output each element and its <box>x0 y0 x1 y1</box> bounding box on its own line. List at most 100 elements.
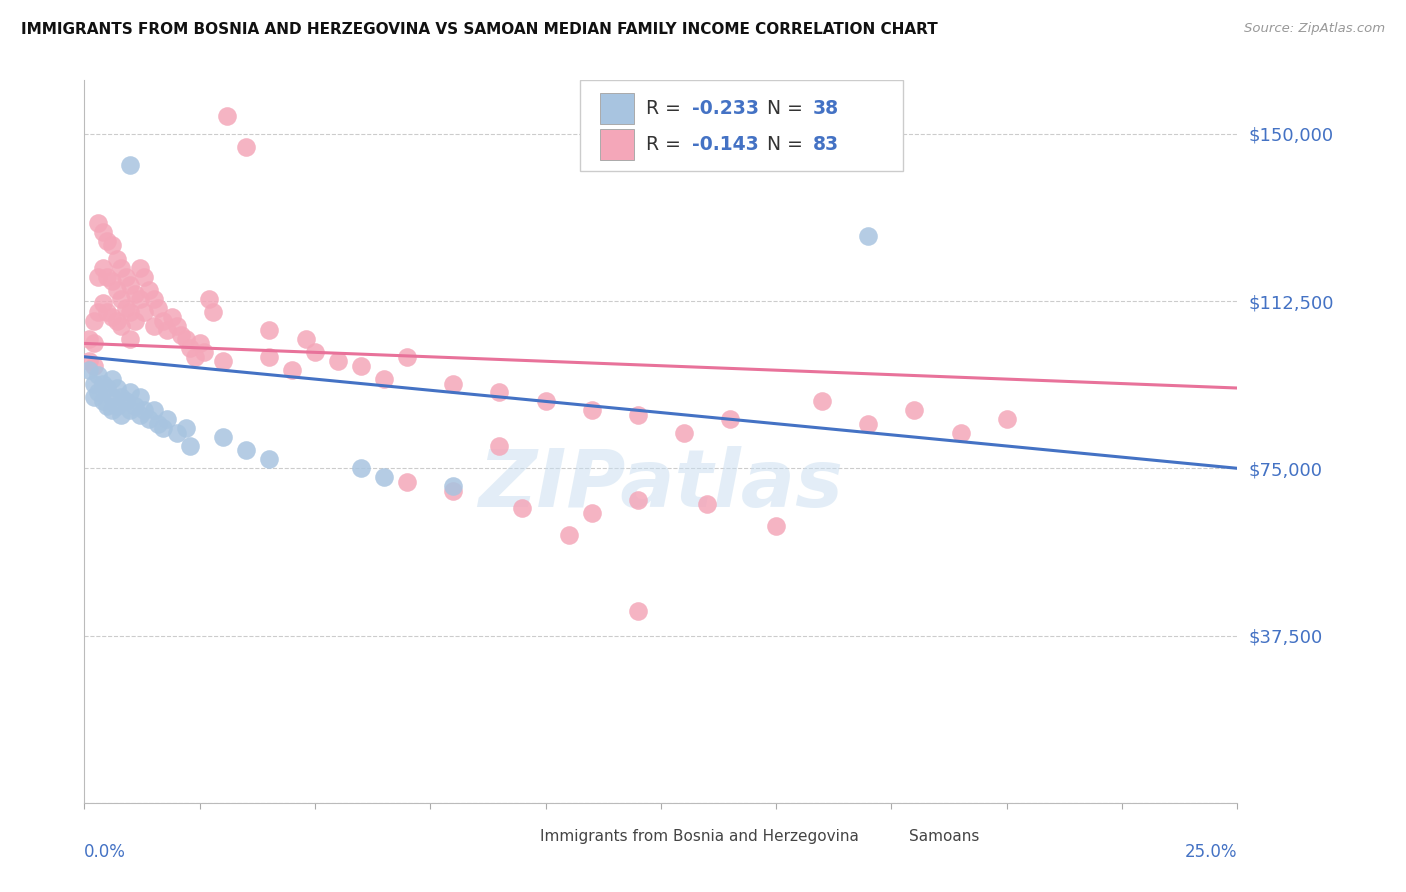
Point <box>124 399 146 413</box>
Point <box>174 421 197 435</box>
Text: N =: N = <box>766 135 808 154</box>
Point <box>87 216 110 230</box>
Point <box>142 292 165 306</box>
Point <box>627 492 650 507</box>
Point <box>124 287 146 301</box>
Point <box>96 234 118 248</box>
Point <box>304 345 326 359</box>
Point <box>373 470 395 484</box>
Point <box>120 332 142 346</box>
Point <box>166 425 188 440</box>
Point <box>134 269 156 284</box>
Point <box>193 345 215 359</box>
Point <box>488 385 510 400</box>
Point <box>156 323 179 337</box>
Point <box>110 318 132 333</box>
Point <box>83 376 105 391</box>
Point <box>105 381 128 395</box>
Text: Immigrants from Bosnia and Herzegovina: Immigrants from Bosnia and Herzegovina <box>540 830 859 844</box>
Point <box>87 385 110 400</box>
Point <box>87 269 110 284</box>
Point <box>77 332 100 346</box>
Point <box>211 430 233 444</box>
Point <box>87 368 110 382</box>
Point <box>91 225 114 239</box>
Text: Source: ZipAtlas.com: Source: ZipAtlas.com <box>1244 22 1385 36</box>
Point <box>96 269 118 284</box>
Point <box>120 403 142 417</box>
Point <box>166 318 188 333</box>
Point <box>198 292 221 306</box>
Point <box>488 439 510 453</box>
FancyBboxPatch shape <box>581 80 903 170</box>
Point <box>101 403 124 417</box>
Point <box>396 475 419 489</box>
Point <box>115 269 138 284</box>
Point <box>83 336 105 351</box>
Point <box>128 292 150 306</box>
Text: 83: 83 <box>813 135 839 154</box>
Point <box>326 354 349 368</box>
Point <box>101 390 124 404</box>
Point <box>146 301 169 315</box>
Point <box>128 408 150 422</box>
FancyBboxPatch shape <box>600 94 634 124</box>
Point <box>672 425 695 440</box>
Point <box>83 314 105 328</box>
Point <box>294 332 316 346</box>
Point <box>152 421 174 435</box>
Point <box>115 394 138 409</box>
Point <box>627 604 650 618</box>
Point <box>105 283 128 297</box>
Point <box>146 417 169 431</box>
Point <box>101 310 124 324</box>
Point <box>441 479 464 493</box>
Point <box>91 260 114 275</box>
Text: IMMIGRANTS FROM BOSNIA AND HERZEGOVINA VS SAMOAN MEDIAN FAMILY INCOME CORRELATIO: IMMIGRANTS FROM BOSNIA AND HERZEGOVINA V… <box>21 22 938 37</box>
Text: N =: N = <box>766 99 808 118</box>
Point <box>534 394 557 409</box>
Point <box>96 399 118 413</box>
Point <box>581 506 603 520</box>
Point <box>110 292 132 306</box>
Point <box>441 376 464 391</box>
Point <box>142 318 165 333</box>
Point <box>83 359 105 373</box>
Point <box>217 109 239 123</box>
Point <box>765 519 787 533</box>
Point <box>995 412 1018 426</box>
Point <box>105 252 128 266</box>
Point <box>110 260 132 275</box>
Point <box>77 354 100 368</box>
Point <box>101 238 124 252</box>
Point <box>101 372 124 386</box>
Text: 38: 38 <box>813 99 839 118</box>
Point <box>858 417 880 431</box>
Point <box>120 158 142 172</box>
Point <box>858 229 880 244</box>
Point <box>281 363 304 377</box>
Point <box>184 350 207 364</box>
Point <box>105 314 128 328</box>
Point <box>115 301 138 315</box>
Point <box>128 390 150 404</box>
Point <box>350 461 373 475</box>
Point <box>138 412 160 426</box>
Text: Samoans: Samoans <box>908 830 979 844</box>
Point <box>350 359 373 373</box>
Point <box>396 350 419 364</box>
Point <box>91 394 114 409</box>
Text: 0.0%: 0.0% <box>84 843 127 861</box>
Text: R =: R = <box>645 99 686 118</box>
Point <box>211 354 233 368</box>
Point <box>373 372 395 386</box>
Point <box>257 350 280 364</box>
Point <box>581 403 603 417</box>
Text: 25.0%: 25.0% <box>1185 843 1237 861</box>
Point <box>696 497 718 511</box>
Point <box>110 390 132 404</box>
Point <box>96 381 118 395</box>
Point <box>134 403 156 417</box>
Point <box>811 394 834 409</box>
Point <box>138 283 160 297</box>
